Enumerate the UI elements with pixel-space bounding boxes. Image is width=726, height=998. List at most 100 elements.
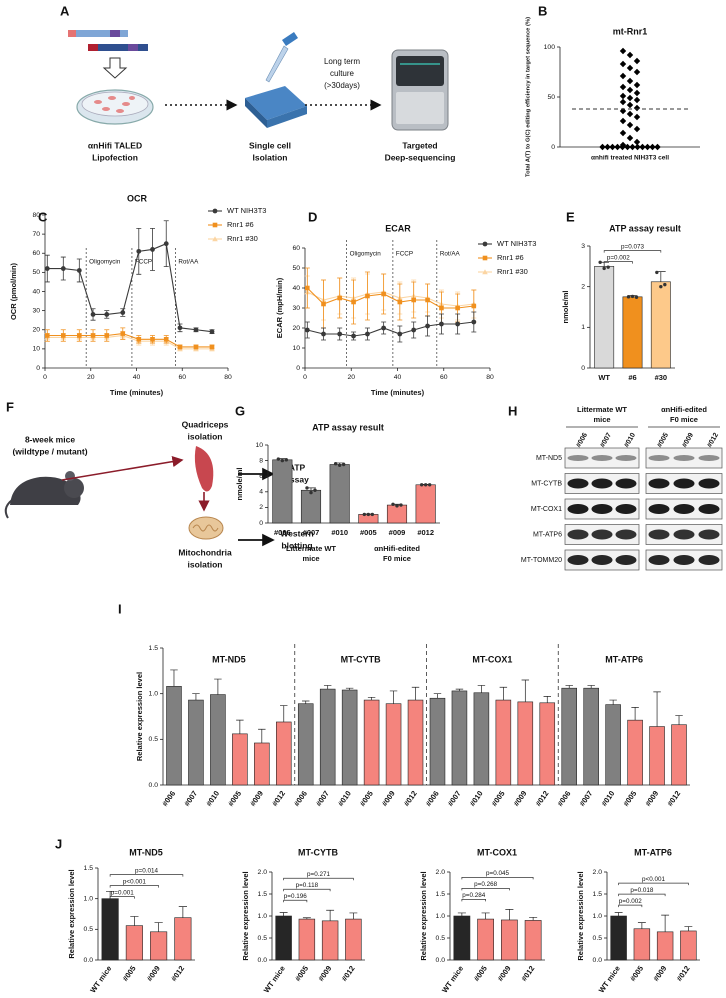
x-tick-label: WT — [598, 373, 610, 382]
data-point — [626, 121, 634, 129]
data-point — [619, 60, 627, 68]
bar — [341, 689, 358, 786]
blot-band — [567, 555, 589, 565]
marker — [397, 299, 403, 305]
x-tick-label: #012 — [534, 789, 551, 808]
mouse-diagram: 8-week mice (wildtype / mutant) Quadrice… — [4, 419, 314, 569]
p-value: p=0.196 — [284, 893, 307, 900]
y-axis-label: Relative expression level — [67, 869, 76, 958]
bar — [329, 464, 350, 524]
error-bar — [521, 679, 530, 702]
blot-band — [648, 478, 670, 489]
y-tick-label: 0.5 — [258, 935, 268, 942]
legend-marker — [482, 255, 488, 261]
bar — [671, 724, 687, 786]
y-tick-label: 1.5 — [593, 891, 603, 898]
data-point — [626, 77, 634, 85]
data-point — [370, 512, 375, 517]
chart-title: MT-COX1 — [477, 847, 517, 857]
marker — [337, 295, 342, 301]
bar — [451, 690, 468, 786]
comparison-bracket — [109, 885, 159, 888]
data-point — [614, 143, 621, 151]
group-header: F0 mice — [670, 415, 698, 424]
group-header: Littermate WT — [577, 405, 627, 414]
error-bar — [411, 686, 420, 701]
data-point — [276, 457, 281, 461]
dna-construct — [68, 30, 128, 37]
lane-label: #010 — [623, 432, 637, 449]
assay-label: blotting — [281, 540, 312, 550]
data-point — [633, 104, 641, 112]
marker — [337, 331, 343, 337]
p-value: p=0.001 — [111, 889, 134, 896]
comparison-bracket — [461, 899, 486, 902]
p-value: p=0.268 — [474, 881, 497, 888]
x-tick-label: #007 — [446, 789, 463, 808]
marker — [381, 325, 387, 331]
y-tick-label: 0.5 — [149, 736, 159, 743]
data-point — [626, 295, 631, 299]
chart-title: ECAR — [385, 223, 411, 233]
blot-band — [648, 555, 670, 565]
bar — [298, 918, 316, 961]
data-point — [619, 83, 627, 91]
bar — [363, 699, 380, 786]
error-bar — [631, 707, 639, 721]
pipette — [282, 32, 298, 46]
dna-segment — [68, 30, 76, 37]
arrow-label: Long term — [324, 57, 360, 66]
x-tick-label: #005 — [472, 964, 489, 983]
x-tick-label: #005 — [628, 964, 645, 983]
data-point — [626, 110, 634, 118]
error-bar — [323, 685, 332, 690]
error-bar — [170, 669, 178, 687]
sequencer-screen — [396, 56, 444, 86]
x-tick-label: #007 — [182, 789, 199, 808]
y-tick-label: 0.5 — [84, 926, 94, 933]
tip-rack — [245, 86, 307, 120]
y-tick-label: 30 — [32, 307, 40, 314]
y-tick-label: 0 — [551, 144, 555, 151]
blot-band — [567, 455, 589, 461]
blot-band — [615, 529, 637, 540]
y-tick-label: 80 — [32, 212, 40, 219]
y-axis-label: Relative expression level — [241, 871, 250, 960]
x-tick-label: #009 — [496, 964, 513, 983]
data-point — [633, 57, 641, 65]
p-value: p=0.045 — [486, 870, 509, 877]
bar — [453, 915, 471, 961]
marker — [305, 285, 310, 291]
x-tick-label: WT mice — [597, 964, 622, 994]
blot-band — [673, 455, 695, 461]
x-tick-label: 80 — [224, 374, 232, 381]
y-tick-label: 6 — [259, 473, 263, 480]
blot-band — [698, 555, 720, 565]
bar — [524, 920, 542, 961]
bar — [610, 915, 627, 961]
comparison-bracket — [283, 899, 308, 903]
error-bar — [684, 926, 693, 931]
y-tick-label: 1.5 — [84, 865, 94, 872]
marker — [425, 323, 430, 329]
marker — [381, 291, 386, 297]
marker — [365, 331, 370, 337]
x-tick-label: #009 — [316, 964, 333, 983]
x-tick-label: #005 — [226, 789, 243, 808]
bar — [275, 915, 292, 961]
bar — [583, 687, 599, 786]
mouse-head — [64, 478, 84, 498]
mouse-label: (wildtype / mutant) — [12, 446, 87, 456]
x-tick-label: 0 — [43, 374, 47, 381]
bar — [319, 688, 336, 786]
workflow-diagram: αnHifi TALED Lipofection Single cell Iso… — [68, 30, 455, 162]
y-tick-label: 40 — [292, 285, 300, 292]
marker — [163, 337, 169, 342]
marker — [136, 337, 142, 342]
blot-band — [567, 504, 589, 514]
x-tick-label: #010 — [331, 528, 348, 537]
injection-label: Oligomycin — [350, 251, 382, 258]
x-tick-label: #012 — [340, 964, 357, 983]
bar — [188, 699, 204, 786]
x-tick-label: #009 — [651, 964, 668, 983]
